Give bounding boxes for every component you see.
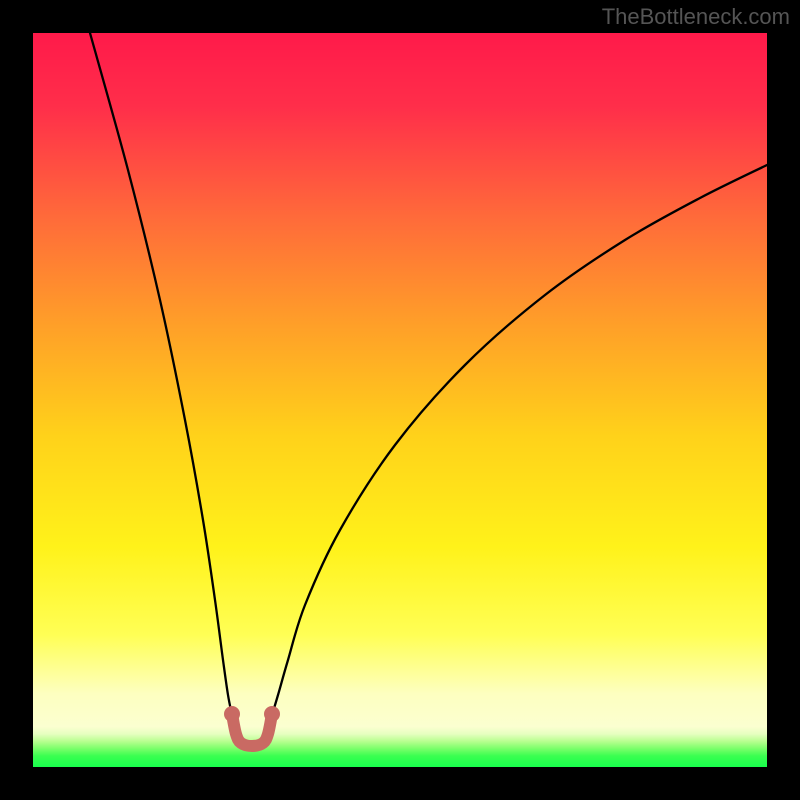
bottleneck-chart [0, 0, 800, 800]
notch-dot-right [264, 706, 280, 722]
viewport: TheBottleneck.com [0, 0, 800, 800]
gradient-panel [33, 33, 767, 767]
watermark-text: TheBottleneck.com [602, 4, 790, 30]
notch-dot-left [224, 706, 240, 722]
